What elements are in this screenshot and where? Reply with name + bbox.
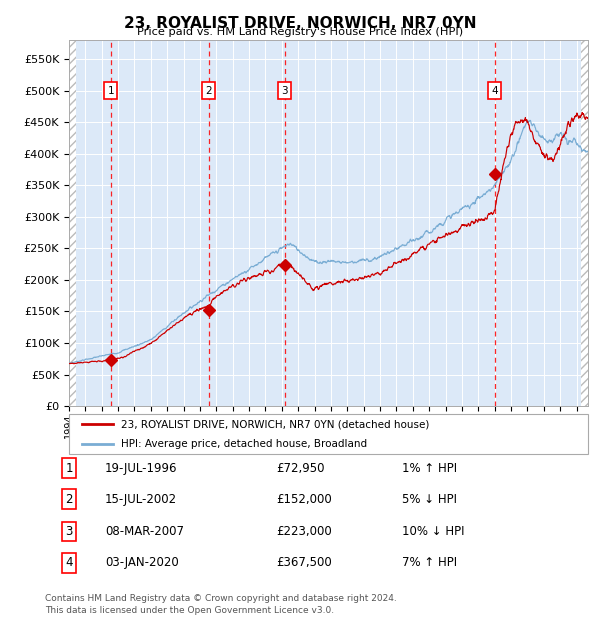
Text: 3: 3 [281,86,288,95]
Text: 2: 2 [65,493,73,505]
Text: 2: 2 [205,86,212,95]
FancyBboxPatch shape [69,414,588,454]
Text: 15-JUL-2002: 15-JUL-2002 [105,493,177,505]
Text: 03-JAN-2020: 03-JAN-2020 [105,557,179,569]
Text: 1: 1 [107,86,114,95]
Text: £152,000: £152,000 [276,493,332,505]
Text: £223,000: £223,000 [276,525,332,538]
Text: Contains HM Land Registry data © Crown copyright and database right 2024.
This d: Contains HM Land Registry data © Crown c… [45,594,397,615]
Bar [69,40,76,406]
Text: 4: 4 [65,557,73,569]
Text: 1: 1 [65,462,73,474]
Text: HPI: Average price, detached house, Broadland: HPI: Average price, detached house, Broa… [121,439,367,449]
Text: 23, ROYALIST DRIVE, NORWICH, NR7 0YN: 23, ROYALIST DRIVE, NORWICH, NR7 0YN [124,16,476,30]
Text: 10% ↓ HPI: 10% ↓ HPI [402,525,464,538]
Text: Price paid vs. HM Land Registry's House Price Index (HPI): Price paid vs. HM Land Registry's House … [137,27,463,37]
Text: 19-JUL-1996: 19-JUL-1996 [105,462,178,474]
Text: 7% ↑ HPI: 7% ↑ HPI [402,557,457,569]
Text: 08-MAR-2007: 08-MAR-2007 [105,525,184,538]
Text: 23, ROYALIST DRIVE, NORWICH, NR7 0YN (detached house): 23, ROYALIST DRIVE, NORWICH, NR7 0YN (de… [121,419,429,430]
Text: 3: 3 [65,525,73,538]
Text: 5% ↓ HPI: 5% ↓ HPI [402,493,457,505]
Text: £72,950: £72,950 [276,462,325,474]
Text: 4: 4 [491,86,498,95]
Bar [581,40,595,406]
Text: £367,500: £367,500 [276,557,332,569]
Text: 1% ↑ HPI: 1% ↑ HPI [402,462,457,474]
